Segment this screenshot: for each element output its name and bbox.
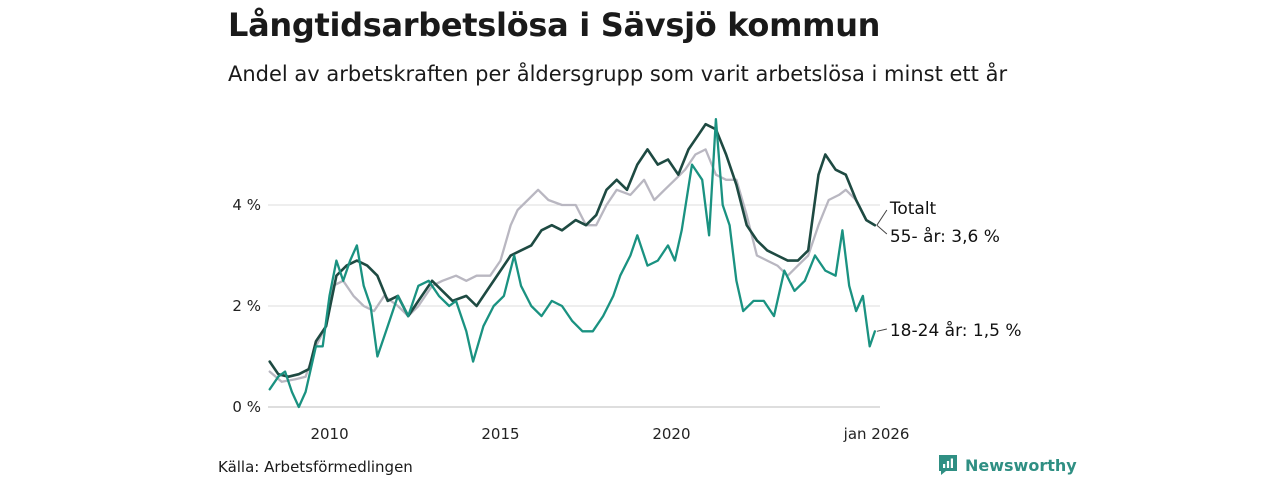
y-tick-label: 0 %: [232, 398, 261, 416]
axis-labels: 0 % 2 % 4 % 2010 2015 2020 jan 2026: [232, 196, 909, 443]
chart-subtitle: Andel av arbetskraften per åldersgrupp s…: [228, 62, 1008, 86]
chart-title: Långtidsarbetslösa i Sävsjö kommun: [228, 6, 881, 44]
series-label-2: 18-24 år: 1,5 %: [890, 320, 1022, 341]
y-tick-label: 2 %: [232, 297, 261, 315]
label-leader-line: [876, 328, 887, 332]
x-tick-label: 2010: [310, 425, 348, 443]
x-tick-label: 2015: [481, 425, 519, 443]
label-leader-line: [876, 209, 888, 226]
series-line-2: [268, 117, 877, 409]
brand-logo[interactable]: Newsworthy: [938, 454, 1077, 476]
x-tick-label: 2020: [652, 425, 690, 443]
series-line-0: [268, 148, 877, 383]
series-label-1: Totalt: [889, 199, 937, 219]
y-tick-label: 4 %: [232, 196, 261, 214]
label-leader-line: [876, 224, 888, 235]
source-note: Källa: Arbetsförmedlingen: [218, 458, 413, 476]
newsworthy-logo-icon: [939, 455, 957, 475]
series-lines: [268, 117, 877, 409]
gridlines: [268, 204, 880, 408]
x-tick-label: jan 2026: [843, 425, 910, 443]
brand-name: Newsworthy: [965, 455, 1077, 475]
series-line-1: [268, 122, 877, 378]
series-labels: 55- år: 3,6 % Totalt 18-24 år: 1,5 %: [876, 199, 1022, 341]
series-label-0: 55- år: 3,6 %: [890, 226, 1000, 247]
